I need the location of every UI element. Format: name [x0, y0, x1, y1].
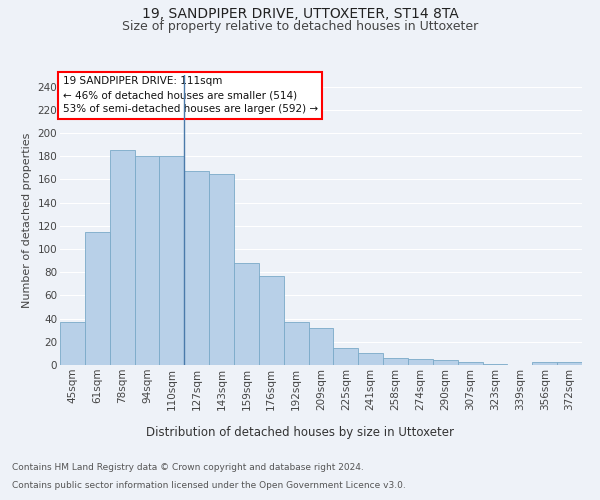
Bar [334, 348, 358, 365]
Bar [284, 322, 308, 365]
Bar [60, 322, 85, 365]
Bar [383, 358, 408, 365]
Text: Contains HM Land Registry data © Crown copyright and database right 2024.: Contains HM Land Registry data © Crown c… [12, 464, 364, 472]
Bar [557, 362, 582, 365]
Text: Distribution of detached houses by size in Uttoxeter: Distribution of detached houses by size … [146, 426, 454, 439]
Text: 19, SANDPIPER DRIVE, UTTOXETER, ST14 8TA: 19, SANDPIPER DRIVE, UTTOXETER, ST14 8TA [142, 8, 458, 22]
Bar [358, 354, 383, 365]
Y-axis label: Number of detached properties: Number of detached properties [22, 132, 32, 308]
Bar [433, 360, 458, 365]
Bar [134, 156, 160, 365]
Text: Size of property relative to detached houses in Uttoxeter: Size of property relative to detached ho… [122, 20, 478, 33]
Bar [532, 362, 557, 365]
Bar [110, 150, 134, 365]
Bar [458, 362, 482, 365]
Bar [85, 232, 110, 365]
Bar [234, 263, 259, 365]
Bar [184, 172, 209, 365]
Bar [259, 276, 284, 365]
Bar [482, 364, 508, 365]
Bar [408, 359, 433, 365]
Text: Contains public sector information licensed under the Open Government Licence v3: Contains public sector information licen… [12, 481, 406, 490]
Text: 19 SANDPIPER DRIVE: 111sqm
← 46% of detached houses are smaller (514)
53% of sem: 19 SANDPIPER DRIVE: 111sqm ← 46% of deta… [62, 76, 318, 114]
Bar [209, 174, 234, 365]
Bar [160, 156, 184, 365]
Bar [308, 328, 334, 365]
